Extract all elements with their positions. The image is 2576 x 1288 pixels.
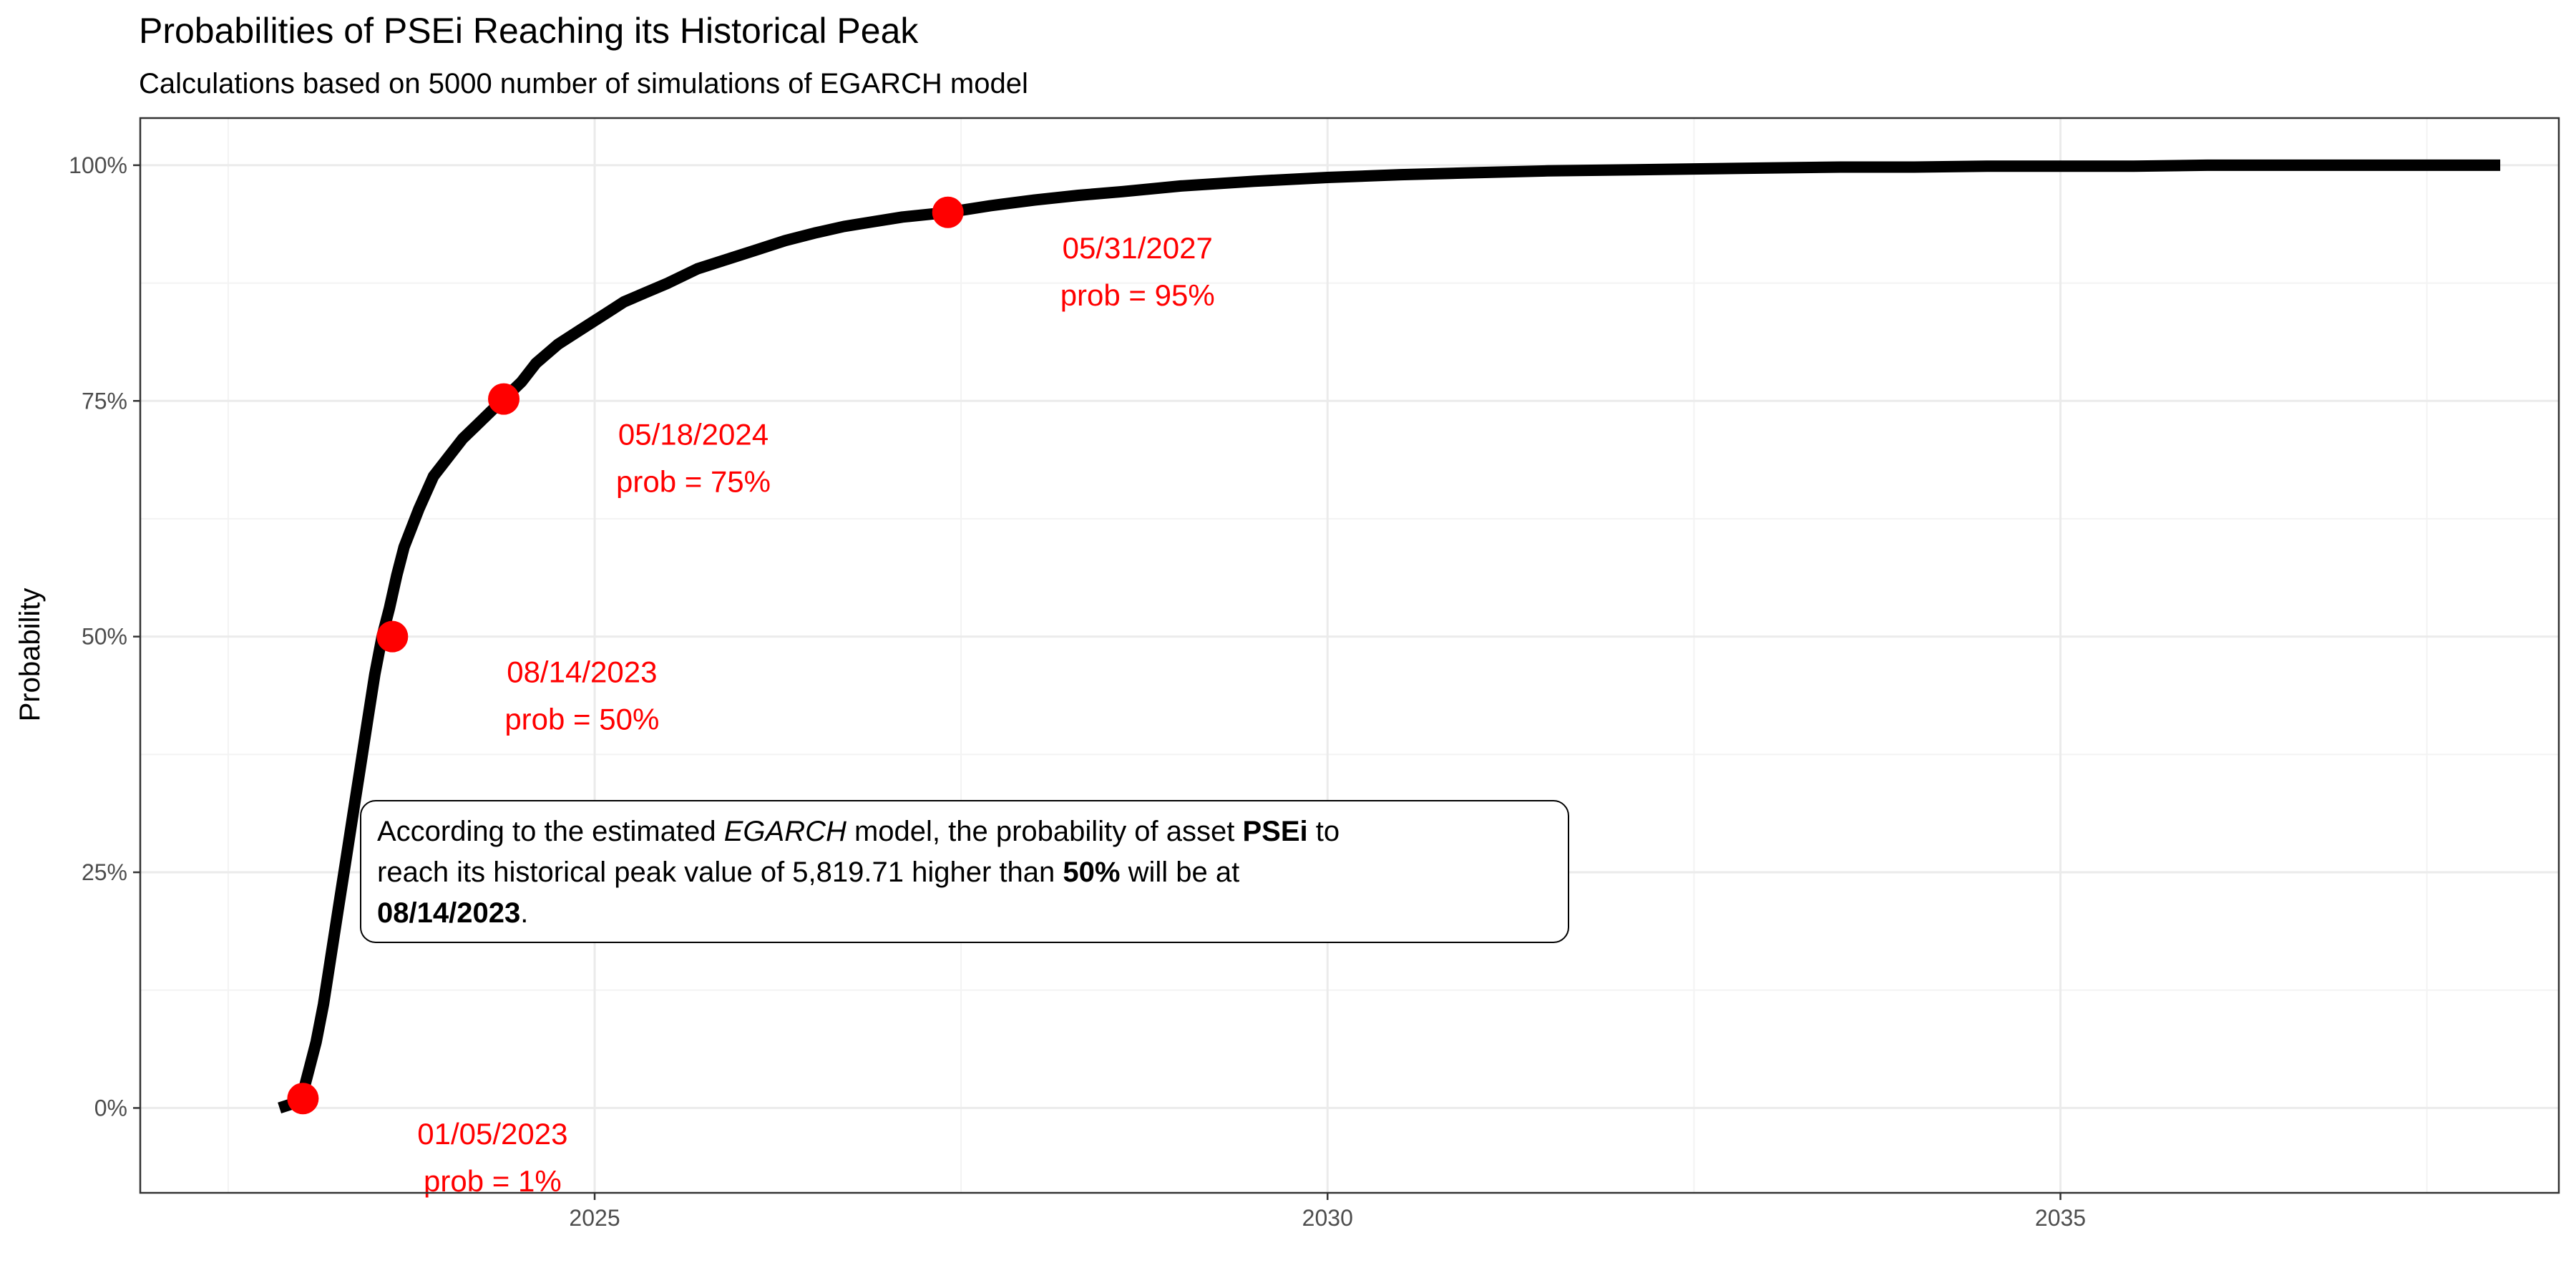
plot-panel [140,118,2559,1193]
points-layer [287,196,964,1115]
point-prob-label: prob = 95% [1060,278,1215,312]
annotation-text: . [520,897,529,929]
x-axis: 2025 2030 2035 [569,1193,2086,1231]
y-tick-label: 0% [94,1095,127,1121]
data-point [932,196,964,228]
x-tick-label: 2030 [1302,1205,1353,1231]
point-date-label: 05/31/2027 [1063,231,1213,265]
annotation-line-2: reach its historical peak value of 5,819… [377,852,1552,893]
annotation-box: According to the estimated EGARCH model,… [360,800,1569,943]
plot-border [139,117,2560,1194]
annotation-date: 08/14/2023 [377,897,521,929]
annotation-line-1: According to the estimated EGARCH model,… [377,811,1552,852]
point-date-label: 08/14/2023 [507,655,657,689]
annotation-threshold: 50% [1063,857,1121,888]
annotation-text: to [1307,816,1340,847]
data-point [287,1083,319,1115]
point-prob-label: prob = 50% [504,703,659,736]
annotation-model: EGARCH [723,816,847,847]
x-tick-label: 2025 [569,1205,620,1231]
annotation-text: According to the estimated [377,816,724,847]
y-axis-label: Probability [14,588,46,722]
series-line [278,159,2501,1114]
grid-minor [140,118,2559,1193]
annotation-text: will be at [1120,857,1240,888]
annotation-text: model, the probability of asset [846,816,1243,847]
x-tick-label: 2035 [2035,1205,2086,1231]
y-tick-label: 50% [82,624,127,650]
data-point [376,620,409,653]
point-date-label: 01/05/2023 [417,1117,567,1151]
data-point [488,383,520,415]
chart-title: Probabilities of PSEi Reaching its Histo… [139,11,919,51]
y-axis: 0% 25% 50% 75% 100% [69,152,140,1121]
annotation-text: reach its historical peak value of 5,819… [377,857,1063,888]
series-layer [278,159,2501,1114]
y-tick-label: 100% [69,152,127,178]
annotation-line-3: 08/14/2023. [377,893,1552,934]
point-prob-label: prob = 75% [616,465,771,499]
y-tick-label: 75% [82,388,127,414]
annotation-asset: PSEi [1242,816,1308,847]
chart-subtitle: Calculations based on 5000 number of sim… [139,68,1028,99]
y-tick-label: 25% [82,859,127,885]
point-date-label: 05/18/2024 [618,418,769,452]
